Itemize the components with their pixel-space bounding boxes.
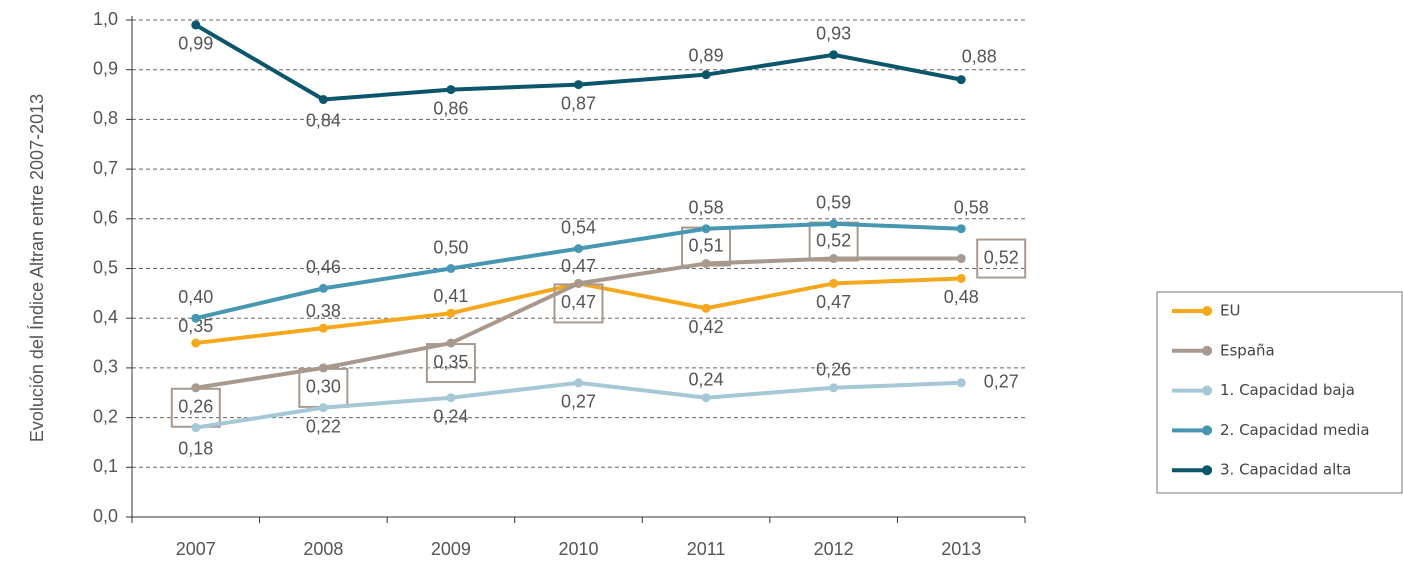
marker (318, 403, 328, 413)
y-tick-label: 0,9 (93, 58, 118, 78)
data-label: 0,24 (689, 369, 724, 389)
marker (701, 70, 711, 80)
data-label: 0,58 (954, 197, 989, 217)
x-tick-label: 2007 (176, 539, 216, 559)
data-label: 0,84 (306, 110, 341, 130)
marker (446, 393, 456, 403)
y-tick-label: 0,3 (93, 357, 118, 377)
legend-marker (1202, 306, 1212, 316)
marker (318, 95, 328, 105)
x-tick-label: 2009 (431, 539, 471, 559)
legend-marker (1202, 425, 1212, 436)
marker (446, 85, 456, 95)
data-label: 0,35 (433, 352, 468, 372)
data-label: 0,26 (816, 360, 851, 380)
legend-label: 3. Capacidad alta (1220, 461, 1351, 479)
marker (956, 273, 966, 283)
data-label: 0,52 (984, 247, 1019, 267)
y-tick-label: 0,5 (93, 257, 118, 277)
data-label: 0,50 (433, 237, 468, 257)
data-label: 0,47 (561, 292, 596, 312)
data-label: 0,40 (178, 287, 213, 307)
data-label: 0,87 (561, 93, 596, 113)
x-tick-label: 2012 (814, 539, 854, 559)
data-label: 0,86 (433, 98, 468, 118)
data-label: 0,93 (816, 24, 851, 44)
legend-marker (1202, 465, 1212, 476)
marker (829, 278, 839, 288)
data-label: 0,51 (689, 235, 724, 255)
marker (446, 264, 456, 273)
marker (701, 303, 711, 313)
y-tick-label: 0,8 (93, 108, 118, 128)
marker (829, 383, 839, 393)
marker (318, 283, 328, 293)
legend-label: EU (1220, 302, 1240, 320)
marker (574, 244, 583, 254)
marker (574, 378, 583, 388)
marker (574, 80, 583, 90)
data-label: 0,22 (306, 416, 341, 436)
data-label: 0,38 (306, 301, 341, 321)
marker (701, 259, 711, 269)
label-box (425, 343, 476, 384)
marker (829, 254, 839, 264)
marker (701, 224, 711, 234)
legend-label: España (1220, 341, 1275, 359)
y-tick-label: 0,0 (93, 506, 118, 526)
marker (956, 75, 966, 85)
y-tick-label: 1,0 (93, 9, 118, 29)
legend-marker (1202, 385, 1212, 396)
data-label: 0,99 (178, 34, 213, 54)
y-tick-label: 0,7 (93, 158, 118, 178)
y-tick-label: 0,4 (93, 307, 118, 327)
marker (956, 378, 966, 388)
y-tick-label: 0,6 (93, 208, 118, 228)
marker (191, 423, 201, 433)
data-label: 0,88 (962, 46, 997, 66)
data-label: 0,47 (816, 292, 851, 312)
legend-marker (1202, 345, 1212, 356)
x-tick-label: 2011 (687, 539, 726, 559)
data-label: 0,46 (306, 257, 341, 277)
marker (956, 254, 966, 264)
marker (701, 393, 711, 403)
marker (446, 308, 456, 318)
data-label: 0,24 (433, 406, 468, 426)
data-label: 0,59 (816, 193, 851, 213)
marker (829, 219, 839, 229)
marker (956, 224, 966, 234)
y-axis-label: Evolución del Índice Altran entre 2007-2… (27, 94, 47, 442)
data-label: 0,42 (689, 317, 724, 337)
data-label: 0,47 (561, 256, 596, 276)
x-tick-label: 2008 (303, 539, 343, 559)
marker (191, 20, 201, 30)
data-label: 0,27 (984, 372, 1019, 392)
data-label: 0,54 (561, 217, 596, 237)
legend-label: 1. Capacidad baja (1220, 381, 1355, 399)
label-box (553, 283, 604, 324)
marker (318, 323, 328, 333)
marker (191, 313, 201, 323)
data-label: 0,52 (816, 230, 851, 250)
x-tick-label: 2010 (558, 539, 598, 559)
x-tick-label: 2013 (941, 539, 981, 559)
data-label: 0,26 (178, 397, 213, 417)
data-label: 0,48 (944, 287, 979, 307)
data-label: 0,18 (178, 438, 213, 458)
marker (829, 50, 839, 60)
data-label: 0,30 (306, 377, 341, 397)
y-tick-label: 0,2 (93, 406, 118, 426)
data-label: 0,27 (561, 392, 596, 412)
legend-label: 2. Capacidad media (1220, 421, 1370, 439)
data-label: 0,89 (689, 45, 724, 65)
data-label: 0,58 (689, 197, 724, 217)
label-box (976, 238, 1027, 279)
y-tick-label: 0,1 (93, 456, 118, 476)
data-label: 0,35 (178, 316, 213, 336)
marker (191, 338, 201, 348)
data-label: 0,41 (433, 286, 468, 306)
